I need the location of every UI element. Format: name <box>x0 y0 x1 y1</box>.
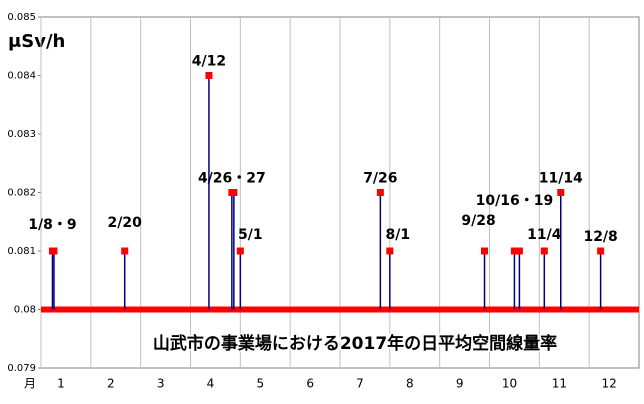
marker <box>510 247 518 255</box>
y-tick-label: 0.082 <box>7 188 36 199</box>
x-tick-label: 9 <box>456 377 464 391</box>
x-tick-label: 2 <box>107 377 115 391</box>
point-label: 10/16・19 <box>476 193 554 209</box>
marker <box>597 247 605 255</box>
x-tick-label: 8 <box>406 377 414 391</box>
x-tick-label: 4 <box>207 377 215 391</box>
x-axis-label: 月 <box>24 377 36 391</box>
x-tick-label: 11 <box>552 377 567 391</box>
x-tick-label: 1 <box>57 377 65 391</box>
marker <box>205 72 213 79</box>
chart-title: 山武市の事業場における2017年の日平均空間線量率 <box>153 333 557 354</box>
marker <box>386 247 394 255</box>
x-tick-label: 5 <box>257 377 265 391</box>
point-label: 9/28 <box>461 213 495 229</box>
x-tick-label: 12 <box>602 377 617 391</box>
point-label: 11/4 <box>527 227 562 243</box>
marker <box>515 247 523 255</box>
marker <box>481 247 489 255</box>
point-label: 11/14 <box>539 171 583 187</box>
marker <box>50 247 58 255</box>
y-tick-label: 0.084 <box>7 71 36 82</box>
point-label: 7/26 <box>363 171 397 187</box>
point-label: 4/12 <box>192 54 226 70</box>
point-label: 12/8 <box>583 229 617 245</box>
y-tick-label: 0.085 <box>7 12 36 23</box>
y-axis-label: μSv/h <box>8 31 65 52</box>
y-tick-label: 0.081 <box>7 246 36 257</box>
point-label: 1/8・9 <box>28 217 76 233</box>
x-tick-label: 6 <box>306 377 314 391</box>
marker <box>540 247 548 255</box>
point-label: 5/1 <box>238 227 263 243</box>
marker <box>121 247 129 255</box>
x-tick-label: 10 <box>502 377 517 391</box>
y-tick-label: 0.08 <box>14 305 36 316</box>
marker <box>230 189 238 196</box>
marker <box>557 189 565 196</box>
point-label: 2/20 <box>108 215 143 231</box>
y-tick-label: 0.083 <box>7 129 36 140</box>
point-label: 4/26・27 <box>198 171 266 187</box>
x-tick-label: 3 <box>157 377 165 391</box>
y-tick-label: 0.079 <box>7 363 36 374</box>
marker <box>376 189 384 196</box>
x-tick-label: 7 <box>356 377 364 391</box>
marker <box>236 247 244 255</box>
point-label: 8/1 <box>386 227 411 243</box>
